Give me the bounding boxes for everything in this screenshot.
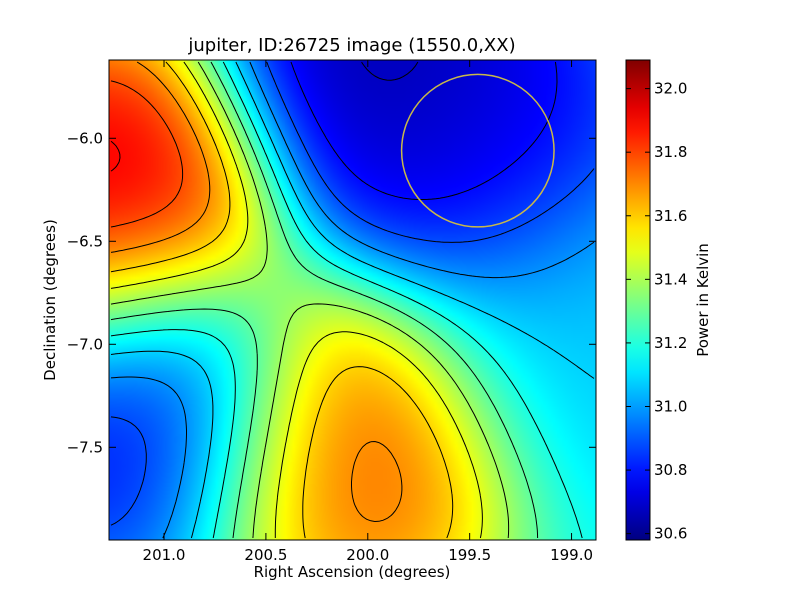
colorbar-tick-label: 31.2 <box>654 334 687 352</box>
x-tick-label: 200.5 <box>244 546 287 564</box>
contour-line <box>110 140 121 172</box>
colorbar-tick-label: 31.4 <box>654 270 687 288</box>
x-tick-label: 201.0 <box>143 546 186 564</box>
y-tick-label: −7.5 <box>67 438 103 456</box>
contour-line <box>110 80 184 228</box>
plot-frame <box>108 59 597 541</box>
y-axis-title: Declination (degrees) <box>41 219 59 381</box>
contour-line <box>361 61 419 81</box>
contour-line <box>290 61 558 200</box>
colorbar-tick-label: 31.8 <box>654 143 687 161</box>
colorbar-tick-label: 30.6 <box>654 525 687 543</box>
beam-circle <box>400 73 555 228</box>
plot-area <box>108 59 597 541</box>
contour-line <box>110 61 595 539</box>
contour-line <box>110 61 539 539</box>
colorbar-ticks: 30.6 30.8 31.0 31.2 31.4 31.6 31.8 32.0 <box>626 80 687 543</box>
x-axis: 201.0 200.5 200.0 199.5 199.0 <box>143 60 593 564</box>
colorbar-tick-label: 32.0 <box>654 80 687 98</box>
chart-title: jupiter, ID:26725 image (1550.0,XX) <box>187 35 515 56</box>
x-tick-label: 200.0 <box>346 546 389 564</box>
colorbar: 30.6 30.8 31.0 31.2 31.4 31.6 31.8 32.0 Power i… <box>625 59 712 543</box>
contour-lines <box>110 61 595 539</box>
y-tick-label: −7.0 <box>67 335 103 353</box>
x-tick-label: 199.5 <box>448 546 491 564</box>
contour-line <box>110 61 595 526</box>
x-axis-title: Right Ascension (degrees) <box>254 563 451 581</box>
contour-line <box>110 61 510 539</box>
colorbar-tick-label: 31.0 <box>654 397 687 415</box>
y-tick-label: −6.5 <box>67 232 103 250</box>
x-tick-label: 199.0 <box>550 546 593 564</box>
contour-line <box>110 61 583 539</box>
contour-line <box>110 61 595 539</box>
y-tick-label: −6.0 <box>67 129 103 147</box>
heatmap-image <box>109 60 596 540</box>
colorbar-tick-label: 30.8 <box>654 461 687 479</box>
colorbar-gradient <box>625 59 651 541</box>
contour-line <box>110 61 403 522</box>
colorbar-label: Power in Kelvin <box>694 243 712 357</box>
contour-line <box>110 61 483 539</box>
colorbar-tick-label: 31.6 <box>654 207 687 225</box>
y-axis: −6.0 −6.5 −7.0 −7.5 <box>67 129 596 456</box>
contour-line <box>110 61 454 539</box>
